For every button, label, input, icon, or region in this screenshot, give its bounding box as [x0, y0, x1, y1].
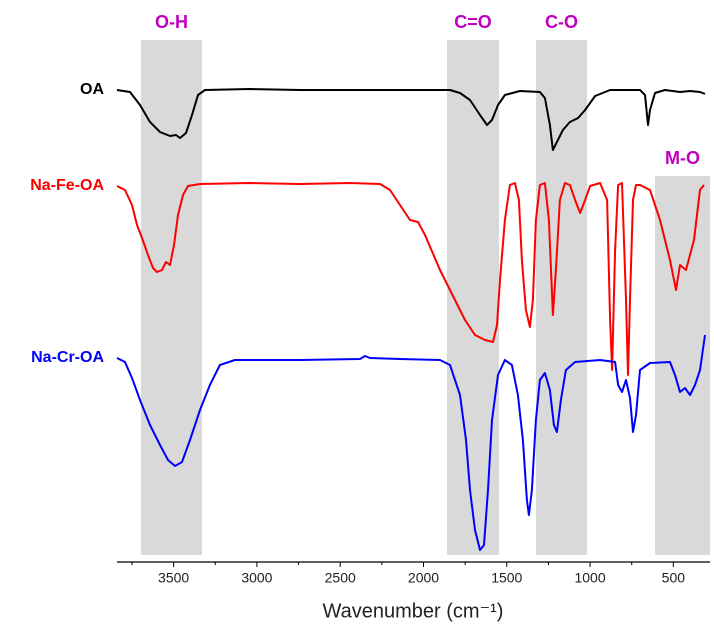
series-label: Na-Fe-OA [30, 177, 104, 194]
band [535, 40, 588, 555]
series-label: OA [80, 81, 104, 98]
band-label: C=O [454, 12, 492, 32]
band-label: O-H [155, 12, 188, 32]
series-label: Na-Cr-OA [31, 349, 104, 366]
band-label: M-O [665, 148, 700, 168]
x-tick-label: 1000 [574, 570, 605, 586]
x-tick-label: 500 [662, 570, 686, 586]
spectrum-line [116, 334, 706, 551]
spectrum-line [116, 88, 706, 151]
x-tick-label: 2000 [408, 570, 439, 586]
x-tick-label: 3500 [158, 570, 189, 586]
plot-area: OA Na-Fe-OA Na-Cr-OA [30, 81, 706, 551]
band [140, 40, 202, 555]
x-tick-label: 3000 [241, 570, 272, 586]
x-axis-label: Wavenumber (cm⁻¹) [323, 600, 504, 622]
band [446, 40, 499, 555]
x-tick-label: 2500 [325, 570, 356, 586]
spectrum-line [116, 182, 705, 376]
band-label: C-O [545, 12, 578, 32]
x-tick-label: 1500 [491, 570, 522, 586]
